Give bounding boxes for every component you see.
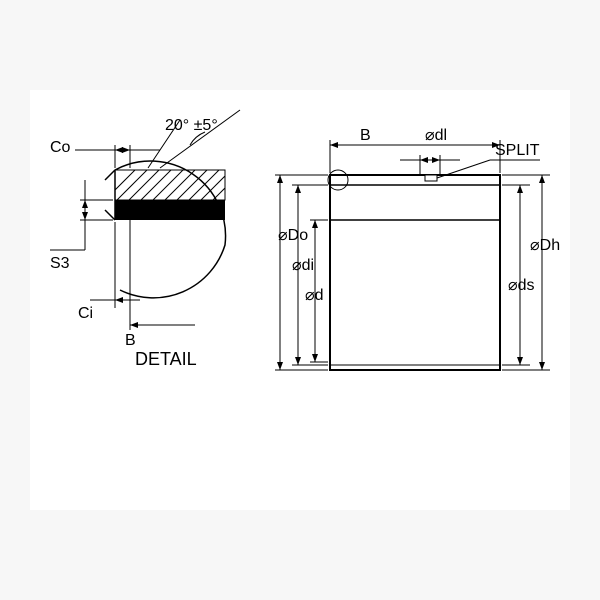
dim-B-right: B — [330, 127, 500, 173]
chamfer-bottom — [105, 210, 115, 220]
label-phi-d: ⌀d — [305, 287, 324, 304]
label-SPLIT: SPLIT — [495, 142, 540, 159]
label-Ci: Ci — [78, 305, 93, 322]
label-angle: 20° ±5° — [165, 117, 218, 134]
label-DETAIL: DETAIL — [135, 349, 197, 369]
solid-band — [115, 200, 225, 220]
dim-di: ⌀di — [292, 185, 328, 365]
split-notch — [425, 175, 437, 181]
label-phi-Do: ⌀Do — [278, 227, 308, 244]
left-detail-view: Co 20° ±5° S3 — [50, 110, 253, 369]
bushing-outer — [330, 175, 500, 370]
drawing-paper: Co 20° ±5° S3 — [30, 90, 570, 510]
dim-ds: ⌀ds — [502, 185, 535, 365]
dim-Dh: ⌀Dh — [502, 175, 560, 370]
label-phi-ds: ⌀ds — [508, 277, 535, 294]
label-phi-dl: ⌀dl — [425, 127, 447, 144]
dim-angle: 20° ±5° — [148, 110, 240, 168]
chamfer-top — [105, 170, 115, 180]
right-main-view: B ⌀dl SPLIT — [275, 127, 560, 370]
dim-B-left: B — [125, 290, 195, 349]
label-phi-di: ⌀di — [292, 257, 314, 274]
diagram-svg: Co 20° ±5° S3 — [30, 90, 570, 510]
dim-S3: S3 — [50, 180, 113, 272]
label-S3: S3 — [50, 255, 70, 272]
label-Co: Co — [50, 139, 71, 156]
dim-Ci: Ci — [78, 222, 140, 322]
label-B-left: B — [125, 332, 136, 349]
dim-Co: Co — [50, 139, 160, 168]
dim-dl: ⌀dl — [400, 127, 460, 175]
canvas: Co 20° ±5° S3 — [0, 0, 600, 600]
detail-circle — [115, 161, 226, 298]
label-B-right: B — [360, 127, 371, 144]
dim-d: ⌀d — [305, 220, 328, 362]
label-phi-Dh: ⌀Dh — [530, 237, 560, 254]
